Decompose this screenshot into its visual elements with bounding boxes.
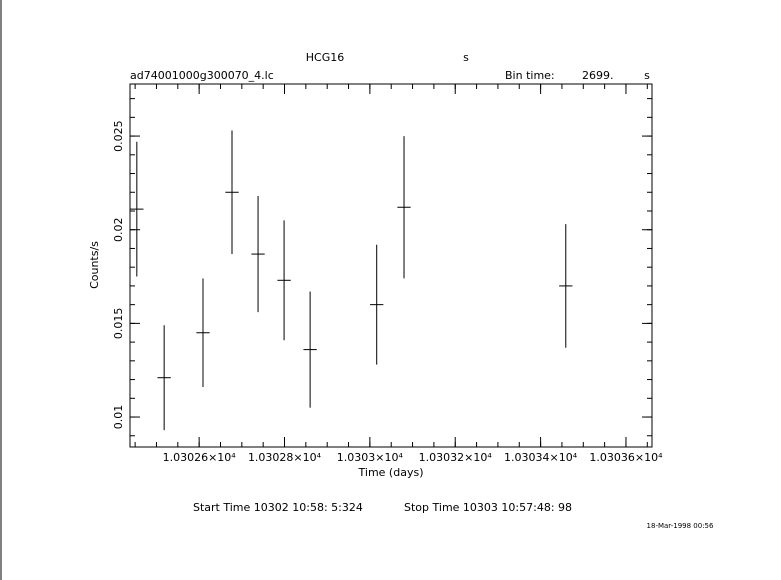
bin-time-label: Bin time: — [505, 69, 555, 82]
bin-time: 2699. — [582, 69, 614, 82]
bin-time-unit: s — [644, 69, 650, 82]
x-tick-label: 1.03032×10⁴ — [419, 451, 493, 464]
x-axis-label: Time (days) — [358, 466, 424, 479]
y-axis-label: Counts/s — [88, 241, 101, 289]
x-tick-label: 1.03026×10⁴ — [163, 451, 237, 464]
y-tick-label: 0.02 — [112, 217, 125, 242]
file-name: ad74001000g300070_4.lc — [130, 69, 274, 82]
chart-title: HCG16 — [306, 51, 344, 64]
x-tick-label: 1.03028×10⁴ — [248, 451, 322, 464]
x-tick-label: 1.03034×10⁴ — [504, 451, 578, 464]
start-time: Start Time 10302 10:58: 5:324 — [193, 501, 363, 514]
x-tick-label: 1.03036×10⁴ — [589, 451, 663, 464]
x-tick-label: 1.0303×10⁴ — [337, 451, 404, 464]
stop-time: Stop Time 10303 10:57:48: 98 — [404, 501, 572, 514]
y-tick-label: 0.015 — [112, 308, 125, 340]
y-tick-label: 0.01 — [112, 405, 125, 430]
y-tick-label: 0.025 — [112, 120, 125, 152]
title-unit: s — [463, 51, 469, 64]
data-layer — [130, 130, 573, 431]
plot-frame — [129, 83, 653, 448]
timestamp: 18-Mar-1998 00:56 — [647, 522, 714, 530]
